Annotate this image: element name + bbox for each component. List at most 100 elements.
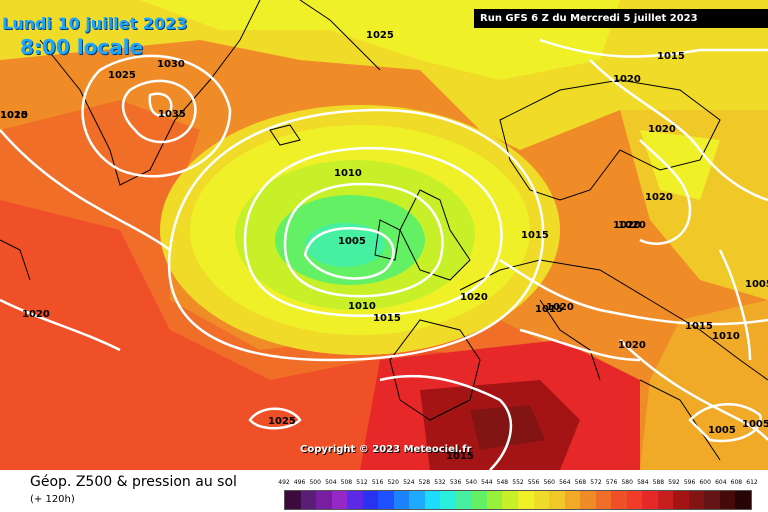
legend-color-bar — [284, 490, 752, 510]
legend-swatch — [316, 491, 332, 509]
legend-swatch — [362, 491, 379, 509]
model-run-label: Run GFS 6 Z du Mercredi 5 juillet 2023 — [474, 9, 768, 28]
legend-swatch — [502, 491, 518, 509]
field-orange-east — [640, 300, 768, 470]
legend-tick-label: 492 — [278, 479, 290, 486]
isobar-label: 1010 — [0, 110, 28, 121]
legend-tick-label: 568 — [574, 479, 587, 486]
isobars — [0, 38, 768, 470]
legend-tick-label: 572 — [590, 479, 602, 486]
isobar-label: 1005 — [338, 236, 366, 247]
isobar-label: 1035 — [158, 109, 186, 120]
color-legend: 492 496 500 504 508 512 516 520 524 528 532 536 540 5… — [278, 479, 758, 511]
forecast-time: 8:00 locale — [20, 35, 144, 59]
legend-tick-label: 500 — [309, 479, 321, 486]
legend-tick-label: 560 — [543, 479, 555, 486]
legend-swatch — [393, 491, 410, 509]
legend-swatch — [642, 491, 658, 509]
geopotential-map: 1010 1025 1030 1025 1035 1025 1010 1005 … — [0, 0, 768, 470]
isobar-label: 1005 — [745, 279, 768, 290]
isobar-label: 1020 — [546, 302, 574, 313]
legend-swatch — [549, 491, 565, 509]
isobar-label: 1020 — [613, 74, 641, 85]
legend-tick-label: 600 — [699, 479, 711, 486]
isobar-label: 1020 — [22, 309, 50, 320]
legend-swatch — [517, 491, 534, 509]
legend-tick-label: 564 — [559, 479, 571, 486]
coastlines — [0, 0, 768, 461]
legend-swatch — [580, 491, 596, 509]
isobar-label: 1015 — [685, 321, 713, 332]
legend-swatch — [564, 491, 581, 509]
legend-tick-label: 532 — [434, 479, 446, 486]
isobar-label: 1030 — [157, 59, 185, 70]
isobar-label: 1005 — [742, 419, 768, 430]
legend-tick-label: 592 — [668, 479, 680, 486]
legend-swatch — [704, 491, 720, 509]
legend-tick-label: 612 — [746, 479, 758, 486]
legend-swatch — [533, 491, 550, 509]
legend-swatch — [331, 491, 348, 509]
legend-tick-label: 588 — [652, 479, 665, 486]
legend-tick-label: 580 — [621, 479, 633, 486]
isobar-label: 1015 — [521, 230, 549, 241]
isobar-label: 1015 — [446, 451, 474, 462]
legend-swatch — [440, 491, 456, 509]
legend-tick-label: 584 — [637, 479, 649, 486]
legend-swatch — [595, 491, 612, 509]
legend-tick-label: 604 — [715, 479, 727, 486]
forecast-date: Lundi 10 juillet 2023 — [2, 14, 188, 33]
legend-swatch — [409, 491, 425, 509]
legend-tick-label: 528 — [418, 479, 431, 486]
legend-tick-label: 608 — [730, 479, 743, 486]
isobar-label: 1010 — [334, 168, 362, 179]
legend-tick-label: 552 — [512, 479, 524, 486]
legend-swatch — [626, 491, 643, 509]
forecast-lead-time: (+ 120h) — [30, 494, 75, 505]
legend-swatch — [347, 491, 363, 509]
isobar-label: 1025 — [268, 416, 296, 427]
legend-tick-label: 548 — [496, 479, 509, 486]
legend-swatch — [673, 491, 689, 509]
legend-tick-label: 576 — [605, 479, 618, 486]
legend-swatch — [735, 491, 751, 509]
legend-tick-label: 524 — [403, 479, 415, 486]
legend-tick-label: 596 — [683, 479, 696, 486]
copyright-notice: Copyright © 2023 Meteociel.fr — [300, 444, 472, 455]
map-title: Géop. Z500 & pression au sol — [30, 474, 237, 490]
legend-swatch — [486, 491, 503, 509]
trough-center — [305, 223, 385, 267]
isobar-label: 1015 — [657, 51, 685, 62]
legend-tick-label: 556 — [527, 479, 540, 486]
isobar-label: 1020 — [618, 340, 646, 351]
legend-swatch — [300, 491, 317, 509]
legend-tick-label: 520 — [387, 479, 399, 486]
legend-tick-label: 544 — [481, 479, 493, 486]
legend-tick-label: 512 — [356, 479, 368, 486]
legend-swatch — [285, 491, 301, 509]
isobar-label: 1025 — [366, 30, 394, 41]
isobar-label: 1015 — [373, 313, 401, 324]
legend-tick-label: 508 — [340, 479, 353, 486]
isobar-label: 1005 — [708, 425, 736, 436]
isobar-label: 1020 — [460, 292, 488, 303]
isobar-label: 1020 — [648, 124, 676, 135]
legend-swatch — [455, 491, 472, 509]
legend-tick-labels: 492 496 500 504 508 512 516 520 524 528 532 536 540 5… — [278, 479, 757, 489]
legend-swatch — [657, 491, 674, 509]
isobar-label: 1020 — [613, 220, 641, 231]
isobar-label: 1025 — [0, 110, 28, 121]
legend-swatch — [378, 491, 394, 509]
legend-swatch — [611, 491, 627, 509]
isobar-label: 1010 — [348, 301, 376, 312]
legend-swatch — [688, 491, 705, 509]
legend-tick-label: 516 — [371, 479, 384, 486]
isobar-label: 1020 — [645, 192, 673, 203]
legend-tick-label: 536 — [449, 479, 462, 486]
field-maroon-med — [470, 405, 545, 450]
legend-tick-label: 504 — [325, 479, 337, 486]
isobar-label: 1025 — [108, 70, 136, 81]
isobar-label: 1020 — [618, 220, 646, 231]
isobar-label: 1010 — [712, 331, 740, 342]
